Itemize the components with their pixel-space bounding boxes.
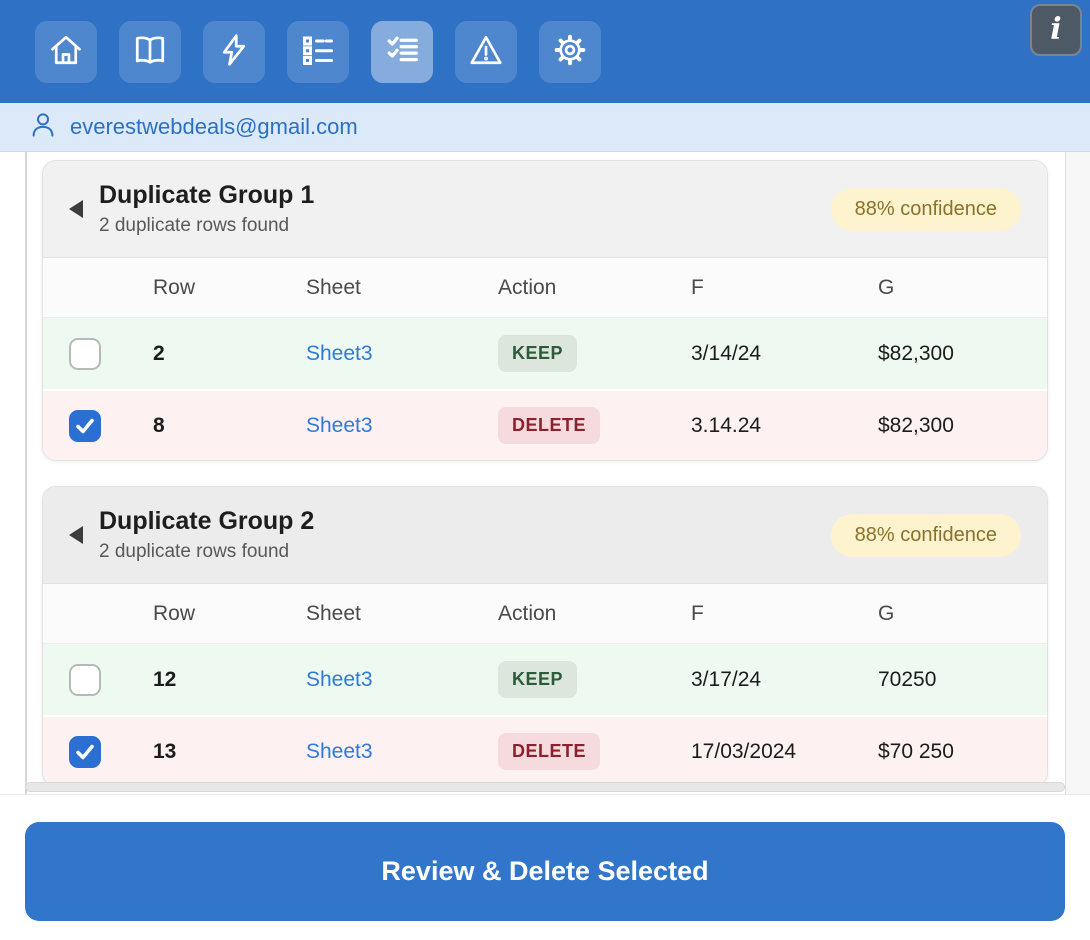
home-icon [48,32,84,71]
sheet-link[interactable]: Sheet3 [306,413,373,437]
table-header-row: Row Sheet Action F G [43,258,1047,318]
horizontal-scrollbar[interactable] [25,782,1065,792]
cell-f: 3/14/24 [691,341,762,365]
checklist-icon [384,32,420,71]
table-header-row: Row Sheet Action F G [43,584,1047,644]
info-button[interactable]: i [1030,4,1082,56]
panel-left-edge [25,152,27,794]
cell-f: 17/03/2024 [691,739,797,763]
column-header: Sheet [306,601,361,625]
row-checkbox[interactable] [69,663,101,696]
row-number: 13 [153,739,177,763]
group-title: Duplicate Group 1 [99,181,315,209]
check-icon [76,744,94,759]
row-checkbox[interactable] [69,337,101,370]
cell-f: 3/17/24 [691,667,762,691]
book-icon [132,32,168,71]
lightning-icon [216,32,252,71]
cell-g: $82,300 [878,413,954,437]
confidence-badge: 88% confidence [830,187,1021,231]
group-title: Duplicate Group 2 [99,507,315,535]
column-header: G [878,601,895,625]
action-badge: KEEP [498,661,578,698]
toolbar-button-home[interactable] [35,20,97,83]
person-icon [28,110,58,145]
column-header: F [691,275,704,299]
collapse-triangle-icon[interactable] [69,526,83,544]
group-subtitle: 2 duplicate rows found [99,215,290,236]
warning-icon [468,32,504,71]
check-icon [76,418,94,433]
horizontal-scrollbar-thumb[interactable] [25,782,1065,792]
column-header: G [878,275,895,299]
column-header: Action [498,275,557,299]
table-row: 12 Sheet3 KEEP 3/17/24 70250 [43,644,1047,715]
vertical-scrollbar[interactable] [1065,152,1090,794]
row-checkbox[interactable] [69,409,101,442]
column-header: Sheet [306,275,361,299]
cell-g: $70 250 [878,739,954,763]
action-badge: DELETE [498,407,601,444]
action-badge: KEEP [498,335,578,372]
footer: Review & Delete Selected [0,794,1090,940]
row-number: 8 [153,413,165,437]
column-header: F [691,601,704,625]
group-table: Row Sheet Action F G 12 Sheet3 KEEP 3/1 [43,584,1047,786]
cell-g: $82,300 [878,341,954,365]
group-header: Duplicate Group 2 2 duplicate rows found… [43,487,1047,584]
cell-f: 3.14.24 [691,413,762,437]
toolbar-button-issues[interactable] [455,20,517,83]
sheet-link[interactable]: Sheet3 [306,739,373,763]
group-subtitle: 2 duplicate rows found [99,541,290,562]
table-row: 13 Sheet3 DELETE 17/03/2024 $70 250 [43,715,1047,786]
row-number: 2 [153,341,165,365]
table-row: 2 Sheet3 KEEP 3/14/24 $82,300 [43,318,1047,389]
confidence-badge: 88% confidence [830,513,1021,557]
toolbar-button-quick-actions[interactable] [203,20,265,83]
toolbar-button-duplicates[interactable] [371,20,433,83]
duplicate-group-card: Duplicate Group 2 2 duplicate rows found… [42,486,1048,787]
collapse-triangle-icon[interactable] [69,200,83,218]
table-row: 8 Sheet3 DELETE 3.14.24 $82,300 [43,389,1047,460]
group-header: Duplicate Group 1 2 duplicate rows found… [43,161,1047,258]
column-header: Action [498,601,557,625]
review-delete-button[interactable]: Review & Delete Selected [25,822,1065,921]
group-header-text: Duplicate Group 2 2 duplicate rows found [99,507,314,563]
gear-icon [552,32,588,71]
duplicate-groups-list: Duplicate Group 1 2 duplicate rows found… [42,160,1048,787]
duplicates-panel: Duplicate Group 1 2 duplicate rows found… [0,152,1090,794]
column-header: Row [153,601,196,625]
rules-list-icon [300,32,336,71]
row-checkbox[interactable] [69,735,101,768]
action-badge: DELETE [498,733,601,770]
sheet-link[interactable]: Sheet3 [306,667,373,691]
row-number: 12 [153,667,177,691]
group-table: Row Sheet Action F G 2 Sheet3 KEEP 3/14 [43,258,1047,460]
top-toolbar: i [0,0,1090,103]
toolbar-button-settings[interactable] [539,20,601,83]
duplicate-group-card: Duplicate Group 1 2 duplicate rows found… [42,160,1048,461]
toolbar-button-guide[interactable] [119,20,181,83]
account-email: everestwebdeals@gmail.com [70,114,358,139]
cell-g: 70250 [878,667,937,691]
account-bar: everestwebdeals@gmail.com [0,103,1090,152]
group-header-text: Duplicate Group 1 2 duplicate rows found [99,181,314,237]
column-header: Row [153,275,196,299]
toolbar-button-rules[interactable] [287,20,349,83]
sheet-link[interactable]: Sheet3 [306,341,373,365]
